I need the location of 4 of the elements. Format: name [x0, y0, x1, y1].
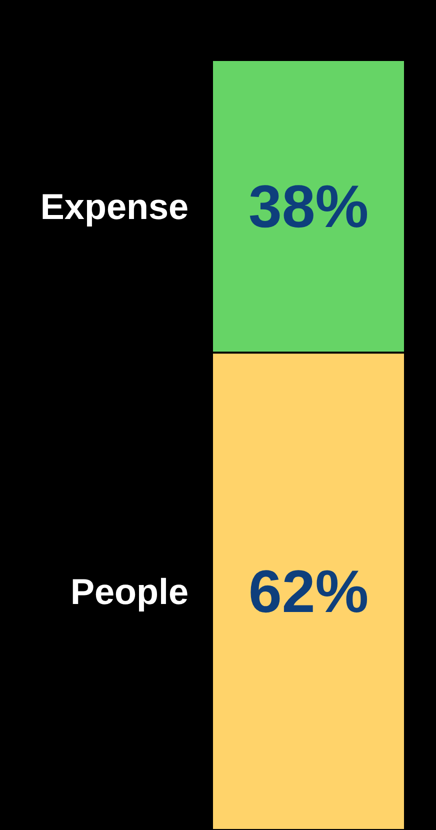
series-label: Expense	[40, 186, 188, 227]
data-label: 38%	[248, 172, 369, 240]
series-label: People	[70, 570, 188, 612]
data-label: 62%	[248, 558, 369, 625]
